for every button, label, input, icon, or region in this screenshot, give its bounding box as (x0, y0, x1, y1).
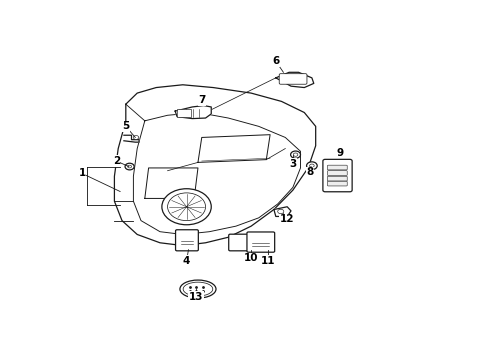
FancyBboxPatch shape (327, 165, 347, 170)
Circle shape (168, 193, 206, 221)
Circle shape (125, 163, 134, 170)
FancyBboxPatch shape (175, 230, 198, 251)
FancyBboxPatch shape (247, 232, 275, 252)
Polygon shape (124, 135, 139, 142)
Circle shape (162, 189, 211, 225)
FancyBboxPatch shape (323, 159, 352, 192)
Circle shape (307, 162, 317, 170)
FancyBboxPatch shape (327, 176, 347, 181)
Circle shape (278, 209, 284, 214)
FancyBboxPatch shape (327, 181, 347, 186)
Polygon shape (175, 105, 211, 118)
Text: 13: 13 (189, 292, 203, 302)
Circle shape (294, 153, 298, 156)
Text: 3: 3 (289, 159, 296, 169)
Ellipse shape (183, 282, 213, 296)
Text: 11: 11 (261, 256, 275, 266)
Text: 12: 12 (280, 214, 294, 224)
Text: 9: 9 (337, 148, 344, 158)
FancyBboxPatch shape (229, 234, 250, 251)
Text: 10: 10 (244, 253, 258, 263)
Text: 5: 5 (122, 121, 129, 131)
Circle shape (291, 151, 300, 158)
Circle shape (133, 135, 139, 139)
Ellipse shape (180, 280, 216, 298)
Circle shape (128, 165, 131, 168)
FancyBboxPatch shape (177, 109, 191, 117)
Text: 1: 1 (78, 168, 86, 179)
FancyBboxPatch shape (279, 74, 307, 84)
Polygon shape (276, 72, 314, 87)
Text: 6: 6 (272, 56, 279, 66)
Text: 4: 4 (183, 256, 190, 266)
Text: 8: 8 (306, 167, 314, 177)
Circle shape (310, 164, 314, 167)
Text: 7: 7 (198, 95, 205, 105)
Polygon shape (274, 207, 291, 216)
Text: 2: 2 (113, 156, 120, 166)
FancyBboxPatch shape (327, 171, 347, 175)
